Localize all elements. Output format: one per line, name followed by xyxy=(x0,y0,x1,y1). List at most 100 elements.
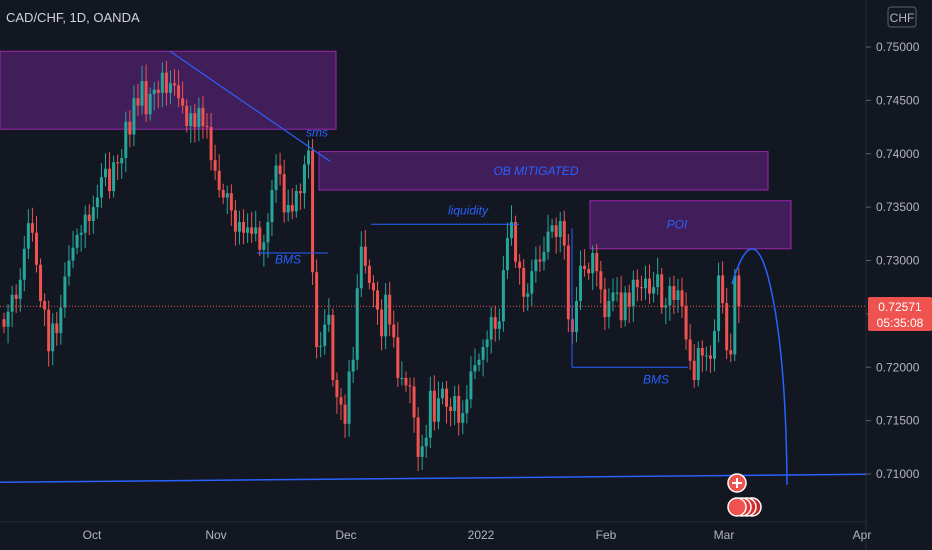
candle-body xyxy=(140,81,144,106)
candle-body xyxy=(242,222,246,233)
candle-body xyxy=(704,355,708,357)
candle-body xyxy=(648,278,652,294)
candle-body xyxy=(311,150,315,273)
candle-body xyxy=(384,294,388,337)
candle-body xyxy=(668,286,672,306)
time-tick-label: 2022 xyxy=(468,528,495,542)
candle-body xyxy=(497,321,501,329)
candle-body xyxy=(542,251,546,262)
candle-body xyxy=(591,253,595,274)
currency-button-label: CHF xyxy=(890,11,915,25)
price-tick-label: 0.74500 xyxy=(876,93,920,107)
candle-body xyxy=(485,339,489,347)
candle-body xyxy=(550,225,554,232)
annotation-text: sms xyxy=(306,125,328,139)
candle-body xyxy=(603,289,607,318)
candle-body xyxy=(10,294,14,312)
price-tick-label: 0.73500 xyxy=(876,200,920,214)
candle-body xyxy=(412,386,416,418)
events-marker[interactable] xyxy=(727,473,762,517)
candle-body xyxy=(684,306,688,340)
candle-body xyxy=(505,238,509,271)
descending-trendline xyxy=(169,50,331,162)
candle-body xyxy=(294,191,298,212)
candle-body xyxy=(262,242,266,250)
candle-body xyxy=(367,265,371,283)
candle-body xyxy=(457,396,461,423)
candle-body xyxy=(627,292,631,307)
candle-body xyxy=(473,365,477,372)
candle-body xyxy=(2,319,6,327)
supply-zone xyxy=(589,200,792,250)
candle-body xyxy=(696,348,700,381)
candle-body xyxy=(229,193,233,211)
candle-body xyxy=(692,360,696,381)
candle-body xyxy=(112,162,116,192)
candle-body xyxy=(335,380,339,398)
candle-body xyxy=(725,303,729,351)
candle-body xyxy=(461,413,465,423)
price-badge-bg xyxy=(868,297,932,331)
zone-label: POI xyxy=(667,218,688,232)
drawing-layer: sms BMS liquidity BMS xyxy=(0,50,867,485)
candle-body xyxy=(221,190,225,198)
candle-body xyxy=(266,222,270,243)
candle-body xyxy=(489,317,493,340)
candle-body xyxy=(445,388,449,407)
support-trendline xyxy=(0,473,867,484)
price-badge-price: 0.72571 xyxy=(878,300,922,314)
zone-label: OB MITIGATED xyxy=(493,164,578,178)
supply-zone xyxy=(0,50,337,130)
candle-body xyxy=(518,261,522,268)
candle-body xyxy=(339,397,343,405)
candle-body xyxy=(579,265,583,302)
candle-body xyxy=(225,193,229,198)
candle-body xyxy=(343,404,347,424)
supply-zone xyxy=(318,151,769,191)
candle-body xyxy=(181,98,185,106)
time-axis[interactable]: Oct Nov Dec 2022 Feb Mar Apr xyxy=(83,528,872,542)
candle-body xyxy=(465,399,469,414)
candle-body xyxy=(39,264,43,302)
time-tick-label: Nov xyxy=(205,528,226,542)
candle-body xyxy=(246,227,250,233)
candle-body xyxy=(526,293,530,297)
candle-body xyxy=(404,377,408,386)
candle-body xyxy=(449,406,453,412)
candle-body xyxy=(351,359,355,372)
candle-body xyxy=(95,197,99,208)
candle-body xyxy=(514,222,518,262)
candle-body xyxy=(347,371,351,424)
candle-body xyxy=(104,168,107,178)
candle-body xyxy=(47,309,51,352)
candle-body xyxy=(595,253,599,272)
candle-body xyxy=(554,225,558,238)
candle-body xyxy=(481,346,485,360)
candle-body xyxy=(440,388,444,399)
candle-body xyxy=(688,339,692,361)
candle-body xyxy=(26,223,30,249)
candle-body xyxy=(380,309,384,337)
candle-body xyxy=(298,191,302,194)
candle-body xyxy=(522,267,526,297)
candle-body xyxy=(193,113,197,128)
candle-body xyxy=(67,260,71,277)
price-tick-label: 0.71500 xyxy=(876,414,920,428)
candle-body xyxy=(436,398,440,422)
candle-body xyxy=(635,279,639,288)
candle-body xyxy=(43,301,47,310)
candle-body xyxy=(302,164,306,194)
candle-body xyxy=(91,207,95,222)
candle-body xyxy=(587,269,591,274)
annotation-text: BMS xyxy=(275,253,301,267)
candle-body xyxy=(664,305,668,308)
time-tick-label: Apr xyxy=(853,528,872,542)
candle-body xyxy=(217,170,221,191)
currency-button[interactable]: CHF xyxy=(887,6,917,28)
candle-body xyxy=(363,246,367,266)
time-tick-label: Mar xyxy=(714,528,735,542)
candle-body xyxy=(574,301,578,333)
candle-body xyxy=(55,323,59,334)
candle-body xyxy=(51,323,55,352)
